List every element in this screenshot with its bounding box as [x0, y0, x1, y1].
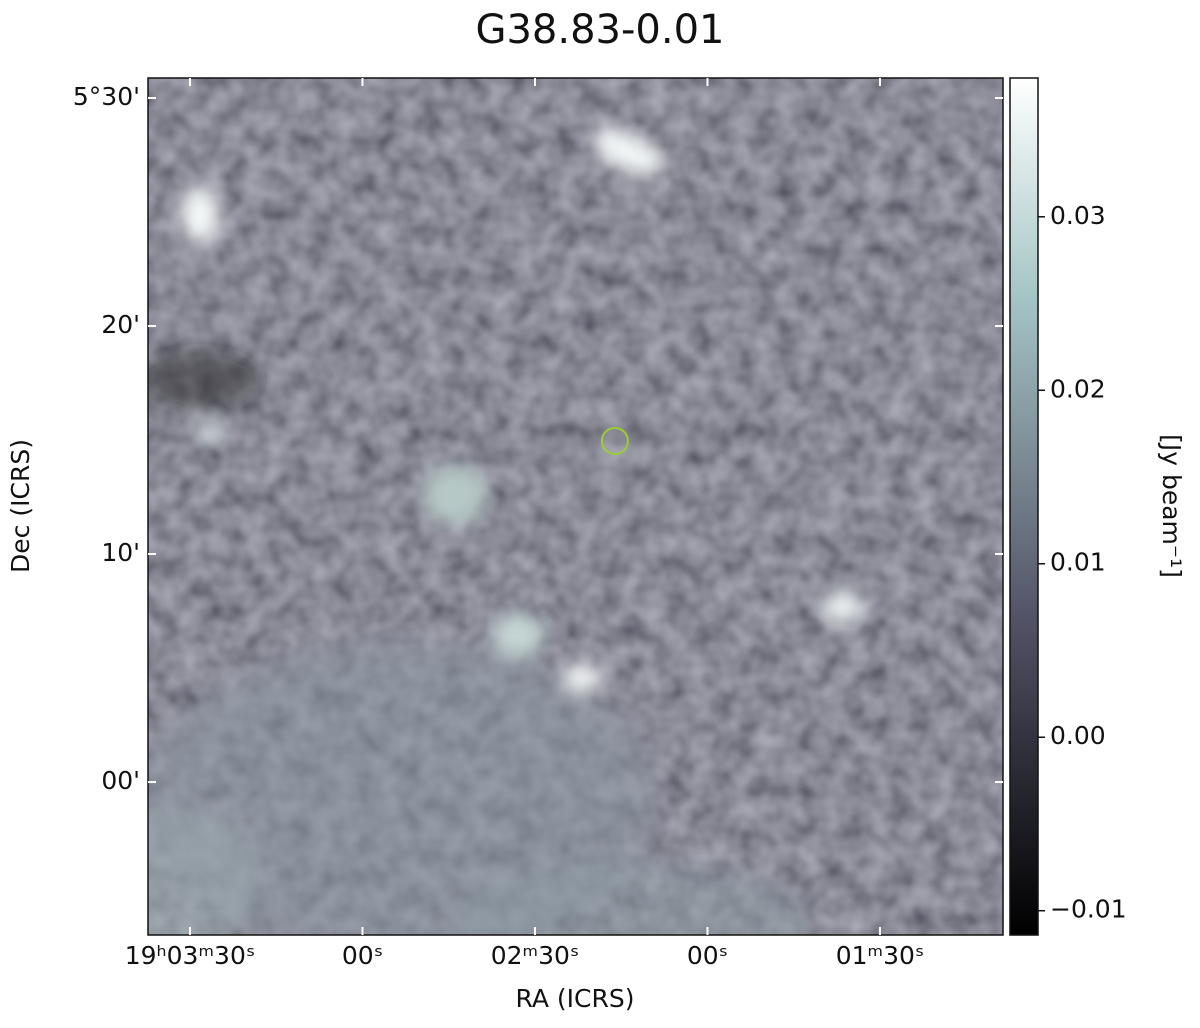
colorbar	[1009, 77, 1039, 936]
colorbar-tick-label: 0.03	[1050, 201, 1106, 230]
x-axis-label: RA (ICRS)	[516, 984, 635, 1013]
y-axis-label: Dec (ICRS)	[6, 439, 35, 573]
x-tick-label: 00ˢ	[687, 941, 728, 970]
y-tick-label: 10'	[101, 538, 140, 567]
colorbar-label: [Jy beam⁻¹]	[1157, 434, 1186, 578]
x-tick-label: 00ˢ	[342, 941, 383, 970]
sky-image	[148, 78, 1003, 935]
colorbar-tick-label: 0.02	[1050, 374, 1106, 403]
x-tick-label: 01ᵐ30ˢ	[836, 941, 925, 970]
source-marker	[600, 426, 629, 455]
y-tick-label: 5°30'	[73, 82, 140, 111]
colorbar-tick-label: 0.00	[1050, 721, 1106, 750]
y-tick-label: 00'	[101, 766, 140, 795]
plot-frame	[147, 77, 1004, 936]
y-tick-label: 20'	[101, 310, 140, 339]
x-tick-label: 19ʰ03ᵐ30ˢ	[125, 941, 255, 970]
colorbar-tick-label: −0.01	[1050, 895, 1127, 924]
x-tick-label: 02ᵐ30ˢ	[491, 941, 580, 970]
colorbar-tick-label: 0.01	[1050, 548, 1106, 577]
chart-title: G38.83-0.01	[475, 7, 724, 53]
